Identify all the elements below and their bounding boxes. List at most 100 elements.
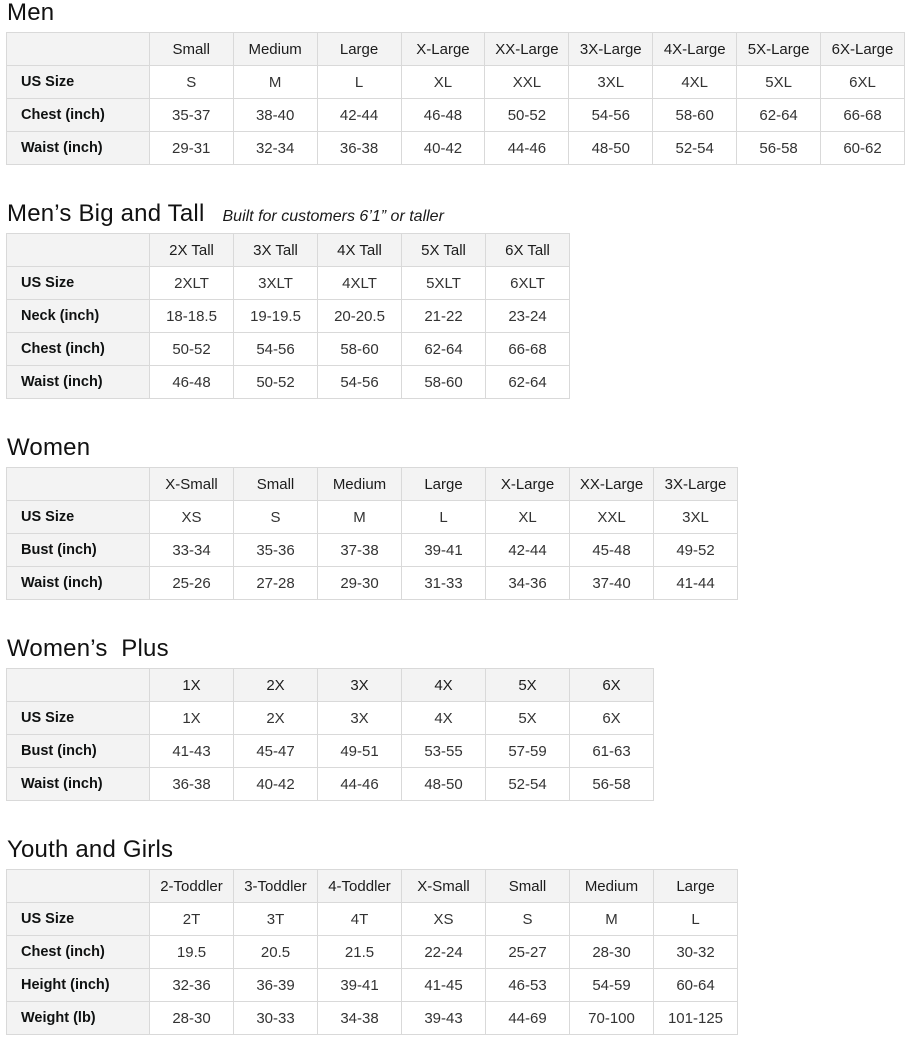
size-cell: M xyxy=(317,500,402,534)
column-header: 4X-Large xyxy=(652,32,738,66)
size-table-men: Small Medium Large X-Large XX-Large 3X-Large 4… xyxy=(6,32,905,165)
section-title-row: Women’s Plus xyxy=(7,636,905,662)
column-header: X-Small xyxy=(149,467,234,501)
section-womens-plus: Women’s Plus 1X 2X 3X 4X 5X 6X US Size 1X 2X 3X 4X 5… xyxy=(6,636,905,801)
size-cell: M xyxy=(232,65,318,99)
column-header: Large xyxy=(653,869,738,903)
table-row: Waist (inch) 29-31 32-34 36-38 40-42 44-46 48-… xyxy=(6,131,905,165)
size-cell: XXL xyxy=(484,65,570,99)
column-header: XX-Large xyxy=(569,467,654,501)
size-cell: 27-28 xyxy=(233,566,318,600)
size-cell: 40-42 xyxy=(233,767,318,801)
size-cell: 70-100 xyxy=(569,1001,654,1035)
size-cell: 18-18.5 xyxy=(149,299,234,333)
size-cell: 60-64 xyxy=(653,968,738,1002)
size-cell: L xyxy=(401,500,486,534)
column-header: 6X xyxy=(569,668,654,702)
size-cell: 58-60 xyxy=(401,365,486,399)
size-table-mens-big-and-tall: 2X Tall 3X Tall 4X Tall 5X Tall 6X Tall US Si… xyxy=(6,233,570,399)
size-cell: L xyxy=(653,902,738,936)
column-header: 1X xyxy=(149,668,234,702)
size-cell: 45-47 xyxy=(233,734,318,768)
table-row: Waist (inch) 36-38 40-42 44-46 48-50 52-54 56-… xyxy=(6,767,654,801)
size-cell: 41-45 xyxy=(401,968,486,1002)
column-header: X-Small xyxy=(401,869,486,903)
size-cell: 2X xyxy=(233,701,318,735)
size-cell: 66-68 xyxy=(485,332,570,366)
column-header: 2-Toddler xyxy=(149,869,234,903)
table-row: Height (inch) 32-36 36-39 39-41 41-45 46-53 54… xyxy=(6,968,738,1002)
size-cell: 32-36 xyxy=(149,968,234,1002)
size-cell: 35-36 xyxy=(233,533,318,567)
column-header: 4-Toddler xyxy=(317,869,402,903)
corner-cell xyxy=(6,668,150,702)
column-header: 3X Tall xyxy=(233,233,318,267)
row-label: US Size xyxy=(6,266,150,300)
column-header: Small xyxy=(485,869,570,903)
size-cell: 61-63 xyxy=(569,734,654,768)
size-cell: 62-64 xyxy=(485,365,570,399)
size-cell: 34-36 xyxy=(485,566,570,600)
size-cell: 5X xyxy=(485,701,570,735)
size-cell: 20-20.5 xyxy=(317,299,402,333)
size-cell: XL xyxy=(400,65,486,99)
size-cell: 20.5 xyxy=(233,935,318,969)
size-cell: 5XLT xyxy=(401,266,486,300)
size-cell: 36-38 xyxy=(316,131,402,165)
size-cell: 28-30 xyxy=(569,935,654,969)
row-label: Neck (inch) xyxy=(6,299,150,333)
size-cell: S xyxy=(148,65,234,99)
column-header: Medium xyxy=(232,32,318,66)
size-table-women: X-Small Small Medium Large X-Large XX-Large 3X… xyxy=(6,467,738,600)
size-cell: 54-56 xyxy=(568,98,654,132)
column-header: 5X xyxy=(485,668,570,702)
size-cell: 42-44 xyxy=(316,98,402,132)
size-cell: 29-31 xyxy=(148,131,234,165)
size-cell: 3T xyxy=(233,902,318,936)
size-cell: 23-24 xyxy=(485,299,570,333)
header-row: 2-Toddler 3-Toddler 4-Toddler X-Small Small M… xyxy=(6,869,738,903)
size-cell: 66-68 xyxy=(820,98,905,132)
table-row: US Size S M L XL XXL 3XL 4XL 5XL 6XL xyxy=(6,65,905,99)
row-label: Waist (inch) xyxy=(6,365,150,399)
table-row: US Size 2XLT 3XLT 4XLT 5XLT 6XLT xyxy=(6,266,570,300)
size-cell: 56-58 xyxy=(569,767,654,801)
size-cell: 50-52 xyxy=(149,332,234,366)
size-cell: 46-53 xyxy=(485,968,570,1002)
size-cell: 6X xyxy=(569,701,654,735)
column-header: Large xyxy=(316,32,402,66)
size-cell: 25-26 xyxy=(149,566,234,600)
table-row: Chest (inch) 19.5 20.5 21.5 22-24 25-27 28-30 3… xyxy=(6,935,738,969)
column-header: XX-Large xyxy=(484,32,570,66)
size-table-youth-and-girls: 2-Toddler 3-Toddler 4-Toddler X-Small Small M… xyxy=(6,869,738,1035)
row-label: US Size xyxy=(6,701,150,735)
row-label: Chest (inch) xyxy=(6,98,150,132)
size-cell: 46-48 xyxy=(149,365,234,399)
size-cell: 19.5 xyxy=(149,935,234,969)
column-header: 2X Tall xyxy=(149,233,234,267)
size-cell: 45-48 xyxy=(569,533,654,567)
size-cell: 60-62 xyxy=(820,131,905,165)
size-cell: L xyxy=(316,65,402,99)
section-title-womens-plus: Women’s Plus xyxy=(7,635,169,662)
row-label: US Size xyxy=(6,500,150,534)
size-cell: M xyxy=(569,902,654,936)
size-table-womens-plus: 1X 2X 3X 4X 5X 6X US Size 1X 2X 3X 4X 5X 6X Bust (inc… xyxy=(6,668,654,801)
table-row: Bust (inch) 33-34 35-36 37-38 39-41 42-44 45-4… xyxy=(6,533,738,567)
table-row: Neck (inch) 18-18.5 19-19.5 20-20.5 21-22 23-… xyxy=(6,299,570,333)
section-title-men: Men xyxy=(7,0,55,26)
size-cell: XS xyxy=(149,500,234,534)
size-cell: XL xyxy=(485,500,570,534)
column-header: Medium xyxy=(317,467,402,501)
section-title-row: Men’s Big and Tall Built for customers 6’… xyxy=(7,201,905,227)
size-cell: 4XL xyxy=(652,65,738,99)
size-cell: 58-60 xyxy=(317,332,402,366)
size-cell: 32-34 xyxy=(232,131,318,165)
size-cell: 54-56 xyxy=(317,365,402,399)
column-header: 3X-Large xyxy=(653,467,738,501)
size-cell: 3XLT xyxy=(233,266,318,300)
size-cell: 29-30 xyxy=(317,566,402,600)
size-cell: 53-55 xyxy=(401,734,486,768)
column-header: 2X xyxy=(233,668,318,702)
size-cell: 25-27 xyxy=(485,935,570,969)
